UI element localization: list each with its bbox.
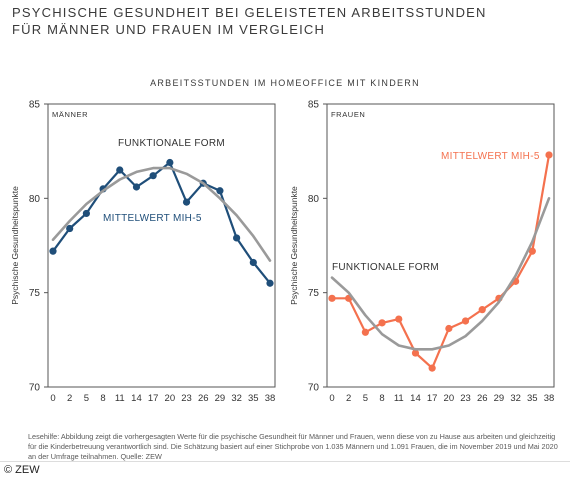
panel-1-xtick-label: 0: [50, 393, 55, 404]
panel-1-mean-point: [116, 166, 124, 174]
reading-note: Lesehilfe: Abbildung zeigt die vorherges…: [28, 432, 558, 461]
panel-1-mean-point: [266, 279, 274, 287]
panel-1-xtick-label: 2: [67, 393, 72, 404]
panel-2-xtick-label: 35: [527, 393, 538, 404]
panel-2-fit-line: [330, 197, 551, 351]
panel-2-mean-point: [361, 328, 369, 336]
panel-1-ytick-label: 70: [29, 383, 41, 394]
panel-1-xtick-label: 32: [231, 393, 242, 404]
panel-2-xtick-label: 20: [444, 393, 455, 404]
panel-1-xtick-label: 17: [148, 393, 159, 404]
footer: © ZEW: [0, 461, 570, 481]
panel-1-mean-point: [49, 247, 57, 255]
panel-2-mean-point: [545, 151, 553, 159]
panel-1-xtick-label: 5: [84, 393, 89, 404]
panel-1-xtick-label: 35: [248, 393, 259, 404]
panel-2-xtick-label: 5: [363, 393, 368, 404]
panel-2-xtick-label: 2: [346, 393, 351, 404]
panel-1-mean-point: [66, 224, 74, 233]
panel-2-xtick-label: 8: [379, 393, 384, 404]
panel-1-mean-point: [249, 258, 257, 267]
panel-2-xtick-label: 14: [410, 393, 421, 404]
panel-2-mean-point: [478, 306, 486, 314]
chart-subtitle: ARBEITSSTUNDEN IM HOMEOFFICE MIT KINDERN: [150, 78, 420, 88]
panel-1-xtick-label: 29: [215, 393, 226, 404]
title-line-2: FÜR MÄNNER UND FRAUEN IM VERGLEICH: [12, 22, 326, 37]
panel-2-legend-fit: FUNKTIONALE FORM: [332, 262, 439, 273]
panel-1-xtick-label: 8: [100, 393, 105, 404]
title-line-1: PSYCHISCHE GESUNDHEIT BEI GELEISTETEN AR…: [12, 5, 487, 20]
panel-2-xtick-label: 23: [460, 393, 471, 404]
panel-2-mean-point: [445, 324, 453, 333]
panel-2-mean-point: [528, 247, 536, 255]
panel-1-ylabel: Psychische Gesundheitspunkte: [10, 186, 20, 305]
panel-2-xtick-label: 11: [394, 393, 404, 404]
panel-1-mean-point: [82, 209, 90, 218]
panel-1-ytick-label: 80: [29, 194, 41, 205]
panel-2-mean-point: [328, 294, 336, 302]
panel-1-label: MÄNNER: [52, 110, 88, 119]
panel-2-xtick-label: 0: [329, 393, 334, 404]
panel-1-mean-point: [233, 234, 241, 242]
panel-1-mean-point: [216, 187, 224, 195]
chart-title: PSYCHISCHE GESUNDHEIT BEI GELEISTETEN AR…: [12, 4, 552, 38]
panel-1-mean-point: [182, 198, 191, 206]
panel-1-ytick-label: 75: [29, 288, 41, 299]
panel-2-mean-point: [461, 317, 470, 325]
panel-2-ytick-label: 80: [308, 194, 320, 205]
panel-2-xtick-label: 29: [494, 393, 505, 404]
panel-1-mean-point: [132, 183, 141, 191]
panel-1-legend-mean: MITTELWERT MIH-5: [103, 213, 202, 224]
panel-2-xtick-label: 26: [477, 393, 488, 404]
panel-1-xtick-label: 23: [181, 393, 192, 404]
panel-2-mean-point: [395, 315, 403, 323]
panel-2-xtick-label: 38: [544, 393, 555, 404]
copyright-label: © ZEW: [4, 464, 40, 476]
panel-1-mean-point: [166, 158, 174, 167]
panel-2-mean-point: [411, 349, 420, 357]
panel-1-xtick-label: 38: [265, 393, 276, 404]
panel-1-xtick-label: 20: [165, 393, 176, 404]
panel-1-frame: [47, 103, 276, 388]
panel-1-ytick-label: 85: [29, 100, 41, 111]
panel-2-label: FRAUEN: [331, 110, 365, 119]
panel-2-mean-point: [378, 319, 386, 327]
panel-2-legend-mean: MITTELWERT MIH-5: [441, 151, 540, 162]
panel-2-ytick-label: 75: [308, 288, 320, 299]
panel-2-ylabel: Psychische Gesundheitspunkte: [289, 186, 299, 305]
panel-1-xtick-label: 11: [115, 393, 125, 404]
panel-2-xtick-label: 17: [427, 393, 438, 404]
panel-1-mean-point: [149, 172, 157, 180]
panel-2-mean-point: [428, 364, 436, 372]
panel-2-ytick-label: 70: [308, 383, 320, 394]
panel-1-legend-fit: FUNKTIONALE FORM: [118, 138, 225, 149]
panel-1-xtick-label: 26: [198, 393, 209, 404]
panel-1-xtick-label: 14: [131, 393, 142, 404]
panel-1-fit-line: [51, 166, 272, 262]
panel-2-ytick-label: 85: [308, 100, 320, 111]
panel-2-frame: [326, 103, 555, 388]
panel-2-xtick-label: 32: [510, 393, 521, 404]
